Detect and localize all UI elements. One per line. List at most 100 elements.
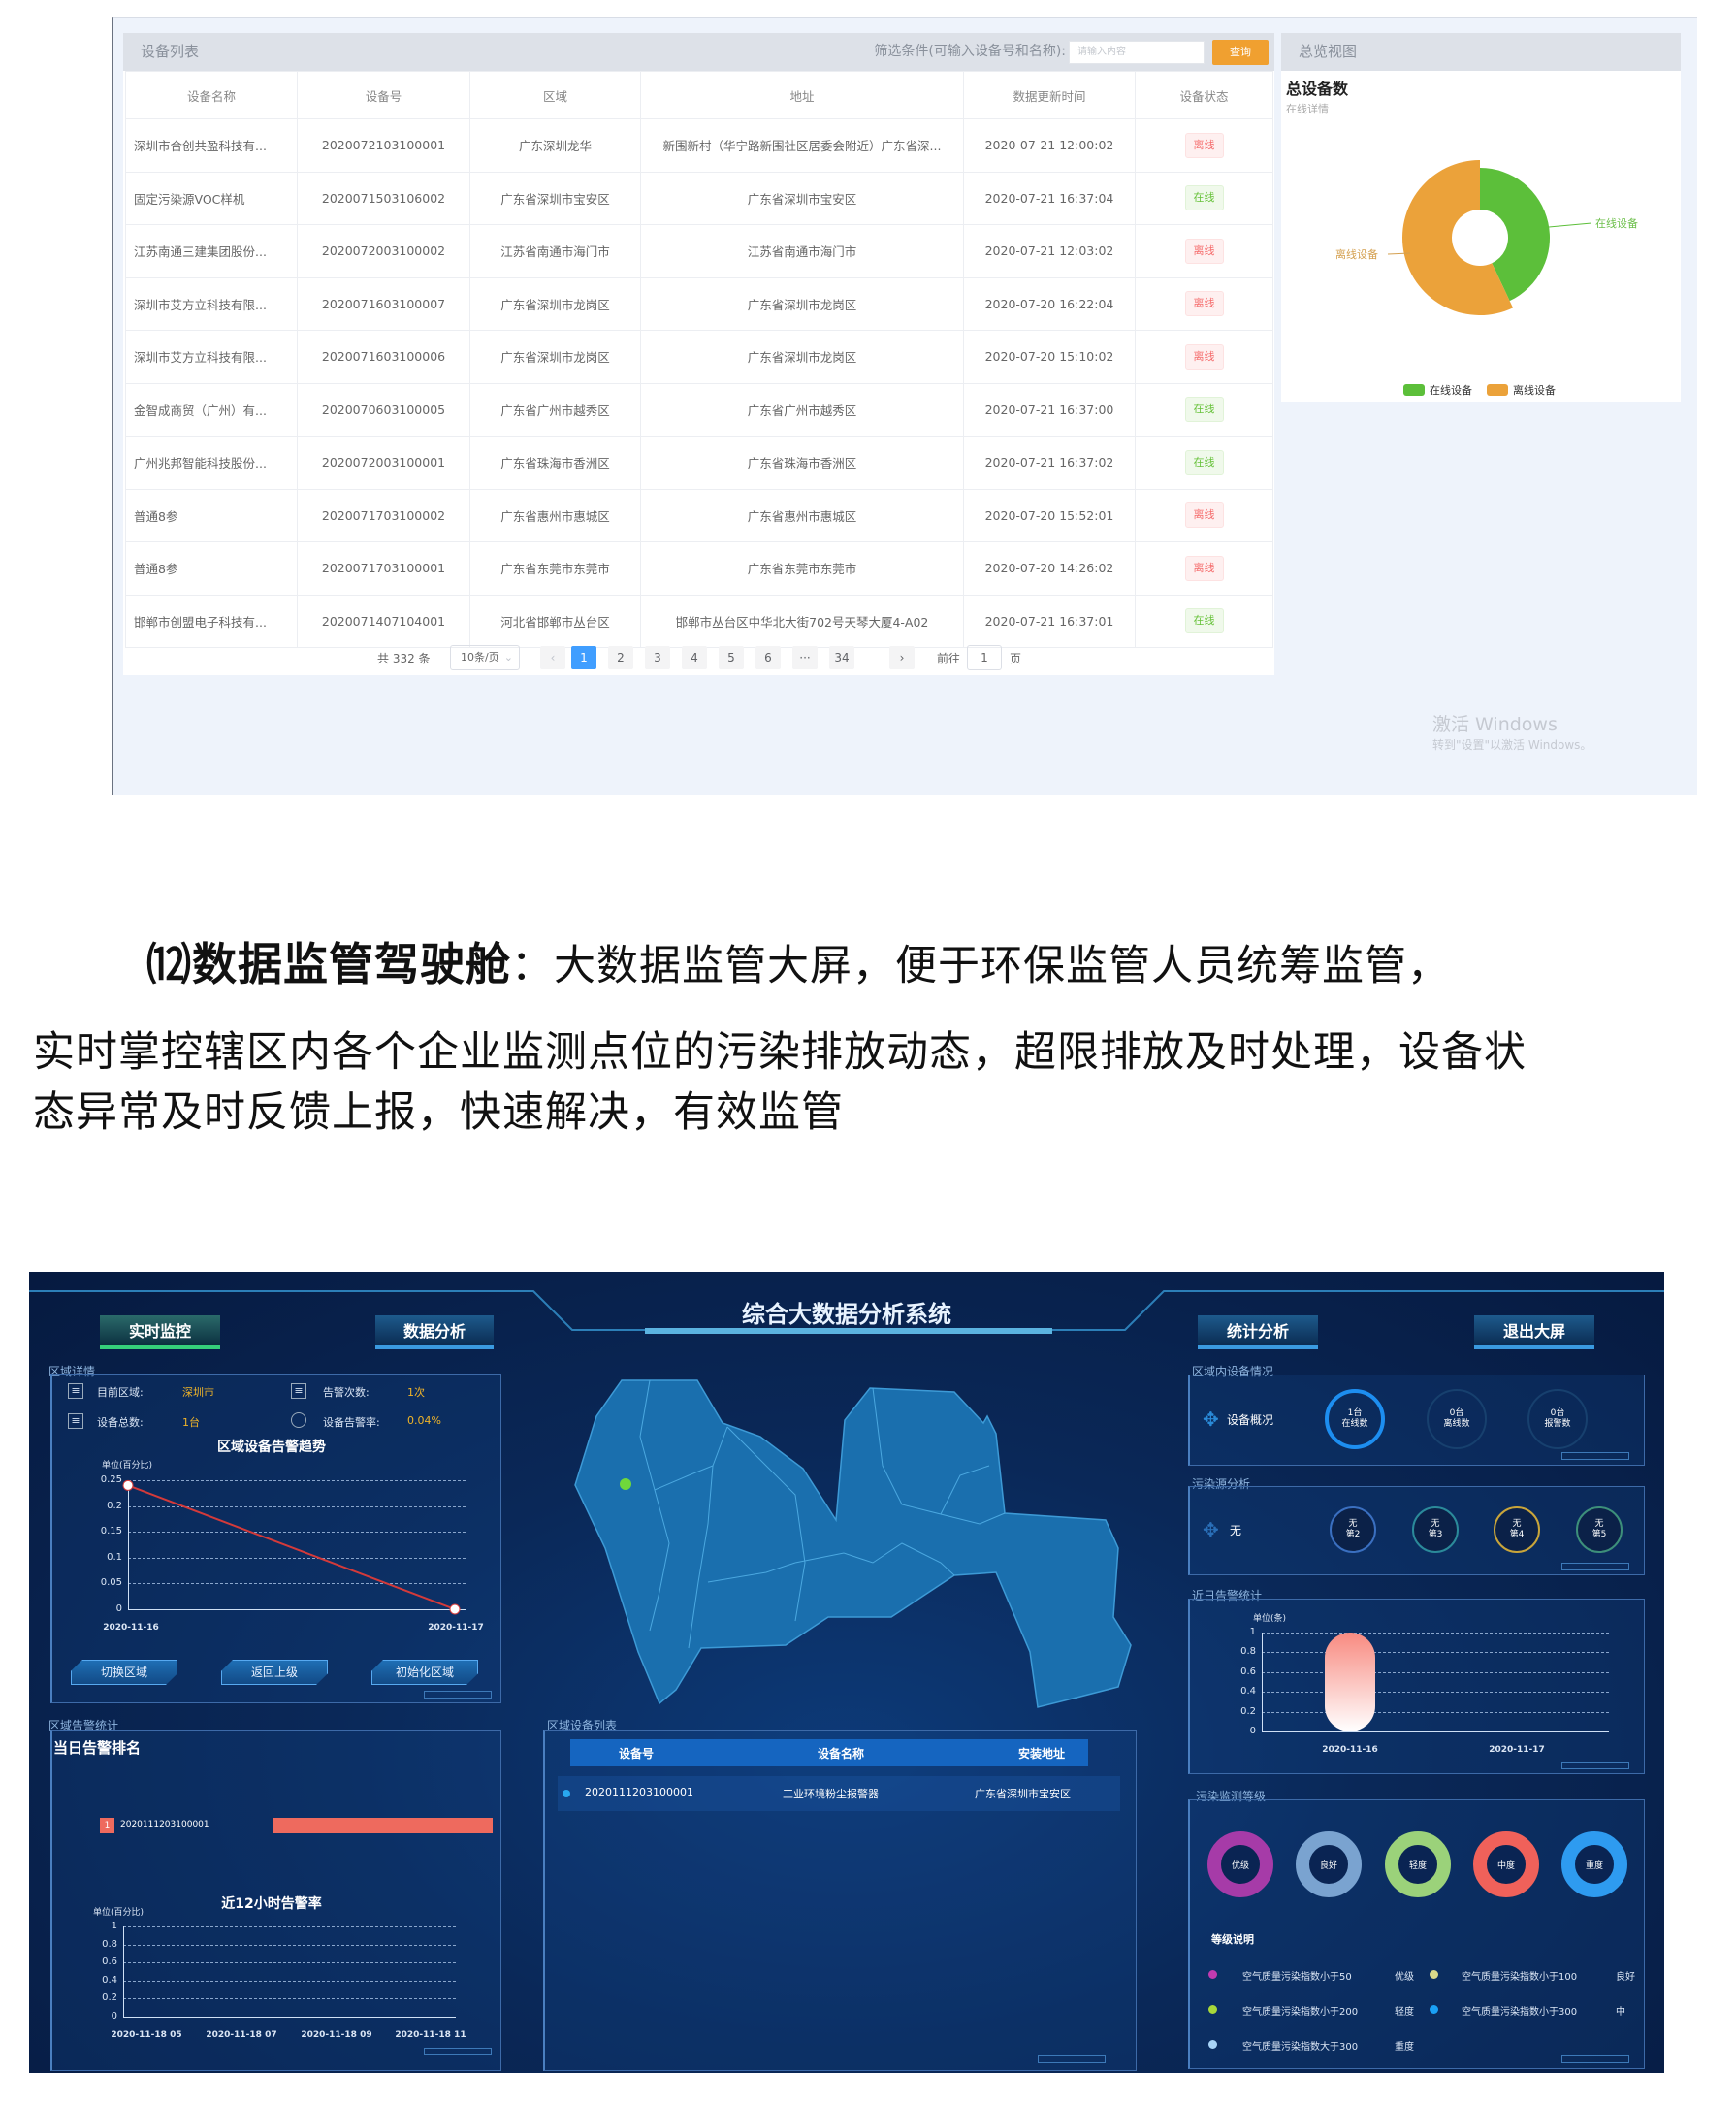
- page-button[interactable]: 4: [682, 646, 707, 669]
- region-button-0[interactable]: 切换区域: [71, 1660, 177, 1685]
- source-circle-label: 第3: [1428, 1530, 1443, 1539]
- status-circle[interactable]: 1台 在线数: [1325, 1389, 1385, 1449]
- legend-text: 空气质量污染指数小于50: [1242, 1972, 1352, 1983]
- page-button[interactable]: ···: [792, 646, 818, 669]
- paragraph-text-1: 大数据监管大屏，便于环保监管人员统筹监管，: [554, 942, 1450, 990]
- table-row[interactable]: 普通8参 2020071703100001 广东省东莞市东莞市 广东省东莞市东莞市 20…: [125, 541, 1273, 596]
- panel-corner-decoration: [424, 1691, 492, 1699]
- realtime-monitor-button[interactable]: 实时监控: [100, 1315, 220, 1349]
- region-device-row[interactable]: 2020111203100001 工业环境粉尘报警器 广东省深圳市宝安区: [558, 1776, 1120, 1811]
- page-size-select[interactable]: 10条/页 ⌄: [450, 645, 520, 670]
- exit-fullscreen-button[interactable]: 退出大屏: [1474, 1315, 1594, 1349]
- table-cell: 2020071703100002: [297, 488, 470, 542]
- pollution-source-circle[interactable]: 无第3: [1412, 1506, 1459, 1553]
- pollution-source-circle[interactable]: 无第2: [1330, 1506, 1376, 1553]
- x-axis: [1262, 1731, 1609, 1732]
- pollution-source-title: 污染源分析: [1192, 1477, 1251, 1491]
- filter-input[interactable]: 请输入内容: [1069, 41, 1205, 64]
- region-button-2[interactable]: 初始化区域: [371, 1660, 478, 1685]
- device-location-marker: [620, 1478, 631, 1490]
- table-cell: 广东省惠州市惠城区: [469, 488, 641, 542]
- table-cell: 2020-07-21 16:37:02: [963, 436, 1136, 490]
- table-row[interactable]: 深圳市合创共盈科技有... 2020072103100001 广东深圳龙华 新围新村（…: [125, 118, 1273, 173]
- status-circle[interactable]: 0台 报警数: [1527, 1389, 1588, 1449]
- table-row[interactable]: 深圳市艾方立科技有限... 2020071603100006 广东省深圳市龙岗区 广东…: [125, 330, 1273, 384]
- prev-page-button[interactable]: ‹: [540, 646, 565, 669]
- source-circle-label: 第2: [1345, 1530, 1361, 1539]
- pollution-source-circle[interactable]: 无第5: [1576, 1506, 1623, 1553]
- gridline: [128, 1583, 466, 1585]
- panel-corner-decoration: [1561, 1762, 1629, 1769]
- statistics-button[interactable]: 统计分析: [1198, 1315, 1318, 1349]
- table-row[interactable]: 深圳市艾方立科技有限... 2020071603100007 广东省深圳市龙岗区 广东…: [125, 276, 1273, 331]
- table-cell: 深圳市艾方立科技有限...: [125, 330, 298, 384]
- pollution-level-ring[interactable]: 轻度: [1385, 1831, 1451, 1897]
- list-icon: ≡: [68, 1383, 83, 1399]
- table-cell: 2020072003100001: [297, 436, 470, 490]
- paragraph-heading: ⑿数据监管驾驶舱: [146, 938, 511, 990]
- legend-swatch: [1403, 384, 1425, 396]
- page-size-value: 10条/页: [461, 651, 499, 663]
- table-cell: 离线: [1135, 330, 1273, 384]
- table-cell: 2020-07-20 15:10:02: [963, 330, 1136, 384]
- x-tick-label: 2020-11-18 09: [301, 2030, 372, 2040]
- table-row[interactable]: 广州兆邦智能科技股份... 2020072003100001 广东省珠海市香洲区 广东…: [125, 436, 1273, 490]
- table-cell: 广东省广州市越秀区: [469, 382, 641, 437]
- donut-slice-online[interactable]: [1480, 168, 1550, 302]
- status-circle[interactable]: 0台 离线数: [1427, 1389, 1487, 1449]
- pollution-level-ring[interactable]: 中度: [1473, 1831, 1539, 1897]
- shenzhen-map[interactable]: [29, 1272, 1664, 1728]
- rank-bar: [273, 1818, 493, 1833]
- source-circle-value: 无: [1512, 1519, 1522, 1529]
- page-button[interactable]: 34: [829, 646, 854, 669]
- trend-chart-title: 区域设备告警趋势: [217, 1440, 326, 1455]
- device-list-panel: 设备列表 筛选条件(可输入设备号和名称): 请输入内容 查询 设备名称 设备号 区域…: [123, 33, 1274, 675]
- table-cell: 广东省广州市越秀区: [640, 382, 964, 437]
- pollution-source-circle[interactable]: 无第4: [1494, 1506, 1540, 1553]
- next-page-button[interactable]: ›: [889, 646, 915, 669]
- panel-corner-decoration: [1561, 1452, 1629, 1460]
- y-tick-label: 0.2: [102, 1992, 117, 2004]
- legend-dot: [1208, 2040, 1217, 2049]
- goto-page-input[interactable]: 1: [967, 645, 1002, 670]
- table-row[interactable]: 普通8参 2020071703100002 广东省惠州市惠城区 广东省惠州市惠城区 20…: [125, 488, 1273, 542]
- table-cell: 广东省珠海市香洲区: [469, 436, 641, 490]
- list-icon: ≡: [291, 1383, 306, 1399]
- puzzle-icon: ✥: [1203, 1518, 1219, 1541]
- page-button[interactable]: 1: [571, 646, 596, 669]
- pollution-level-ring[interactable]: 良好: [1296, 1831, 1362, 1897]
- table-row[interactable]: 邯郸市创盟电子科技有... 2020071407104001 河北省邯郸市丛台区 邯郸…: [125, 594, 1273, 648]
- label-leader-line: [1387, 252, 1411, 255]
- status-badge: 离线: [1184, 238, 1224, 264]
- page-button[interactable]: 6: [755, 646, 781, 669]
- x-tick-label: 2020-11-18 11: [395, 2030, 466, 2040]
- pollution-level-ring[interactable]: 优级: [1207, 1831, 1273, 1897]
- legend-level: 中: [1616, 2007, 1625, 2018]
- table-cell: 广东省深圳市龙岗区: [640, 276, 964, 331]
- y-tick-label: 1: [1249, 1627, 1256, 1637]
- row-install-address: 广东省深圳市宝安区: [975, 1788, 1071, 1800]
- panel-corner-decoration: [424, 2048, 492, 2055]
- data-analysis-button[interactable]: 数据分析: [375, 1315, 494, 1349]
- page-button[interactable]: 2: [608, 646, 633, 669]
- table-row[interactable]: 固定污染源VOC样机 2020071503106002 广东省深圳市宝安区 广东省深圳…: [125, 171, 1273, 225]
- status-badge: 在线: [1184, 185, 1224, 211]
- page-button[interactable]: 5: [719, 646, 744, 669]
- table-row[interactable]: 金智成商贸（广州）有... 2020070603100005 广东省广州市越秀区 广东…: [125, 382, 1273, 437]
- donut-slice-offline[interactable]: [1402, 160, 1514, 316]
- table-cell: 深圳市艾方立科技有限...: [125, 276, 298, 331]
- table-row[interactable]: 江苏南通三建集团股份... 2020072003100002 江苏省南通市海门市 江苏…: [125, 224, 1273, 278]
- table-cell: 广东省深圳市龙岗区: [469, 276, 641, 331]
- gridline: [123, 1980, 456, 1982]
- rank-badge: 1: [100, 1818, 114, 1833]
- status-circle-value: 1台: [1347, 1408, 1363, 1418]
- gridline: [1262, 1671, 1609, 1673]
- page-button[interactable]: 3: [645, 646, 670, 669]
- pollution-level-ring[interactable]: 重度: [1561, 1831, 1627, 1897]
- region-button-1[interactable]: 返回上级: [221, 1660, 328, 1685]
- legend-level: 优级: [1395, 1972, 1414, 1983]
- query-button[interactable]: 查询: [1212, 40, 1269, 65]
- dashboard-title: 综合大数据分析系统: [742, 1301, 951, 1328]
- filter-label: 筛选条件(可输入设备号和名称):: [874, 44, 1066, 59]
- gridline: [123, 1998, 456, 2000]
